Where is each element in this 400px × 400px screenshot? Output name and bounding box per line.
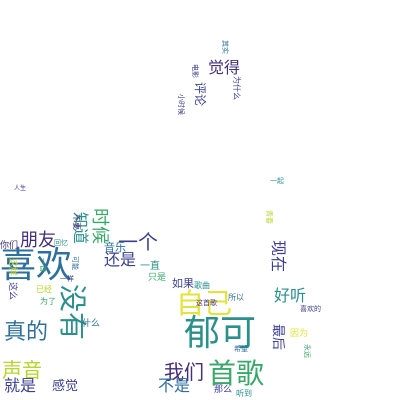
cloud-word: 可能 <box>71 256 79 270</box>
cloud-word: 我们 <box>164 360 204 384</box>
cloud-word: 因为 <box>290 329 309 339</box>
cloud-word: 如果 <box>172 277 194 290</box>
cloud-word: 这样 <box>7 258 17 277</box>
cloud-word: 郁可 <box>184 313 257 354</box>
cloud-word: 时候 <box>89 208 110 244</box>
cloud-word: 已经 <box>36 285 52 294</box>
cloud-word: 你们 <box>0 241 19 251</box>
cloud-word: 回忆 <box>54 239 68 247</box>
cloud-word: 不是 <box>158 376 191 395</box>
cloud-word: 现在 <box>269 240 288 273</box>
cloud-word: 喜欢的 <box>300 305 321 313</box>
cloud-word: 只是 <box>148 273 167 283</box>
cloud-word: 歌曲 <box>194 281 210 290</box>
cloud-word: 就是 <box>4 376 37 395</box>
cloud-word: 永远 <box>303 344 311 358</box>
cloud-word: 一个 <box>118 230 158 254</box>
cloud-word: 首歌 <box>208 357 265 390</box>
cloud-word: 一直 <box>140 261 160 272</box>
cloud-word: 音乐 <box>104 241 126 254</box>
cloud-word: 好听 <box>274 286 307 305</box>
cloud-word: 一起 <box>270 177 284 185</box>
cloud-word: 喜欢 <box>0 245 73 286</box>
cloud-word: 为了 <box>40 297 56 306</box>
cloud-word: 没有 <box>56 284 89 341</box>
cloud-word: 不要 <box>72 214 81 230</box>
cloud-word: 一样 <box>60 275 74 283</box>
cloud-word: 其实 <box>221 40 229 54</box>
cloud-word: 电影 <box>191 64 199 78</box>
cloud-word: 评论 <box>193 82 207 107</box>
cloud-word: 小时候 <box>177 94 185 115</box>
cloud-word: 朋友 <box>20 230 56 251</box>
cloud-word: 觉得 <box>208 58 241 77</box>
cloud-word: 希望 <box>234 345 248 353</box>
cloud-word: 那么 <box>214 385 233 395</box>
cloud-word: 人生 <box>14 185 27 192</box>
cloud-word: 这首歌 <box>196 299 217 307</box>
cloud-word: 这么 <box>7 282 17 301</box>
cloud-word: 什么 <box>82 319 101 329</box>
cloud-word: 声音 <box>2 358 42 382</box>
cloud-word: 感觉 <box>52 379 79 394</box>
cloud-word: 所以 <box>228 293 244 302</box>
cloud-word: 听到 <box>236 389 252 398</box>
cloud-word: 最后 <box>270 324 285 351</box>
cloud-word: 还是 <box>104 250 137 269</box>
cloud-word: 一首 <box>39 258 47 272</box>
cloud-word: 真的 <box>4 320 49 345</box>
cloud-word: 为什么 <box>232 76 241 100</box>
cloud-word: 青春 <box>265 210 273 224</box>
cloud-word: 自己 <box>176 287 233 320</box>
